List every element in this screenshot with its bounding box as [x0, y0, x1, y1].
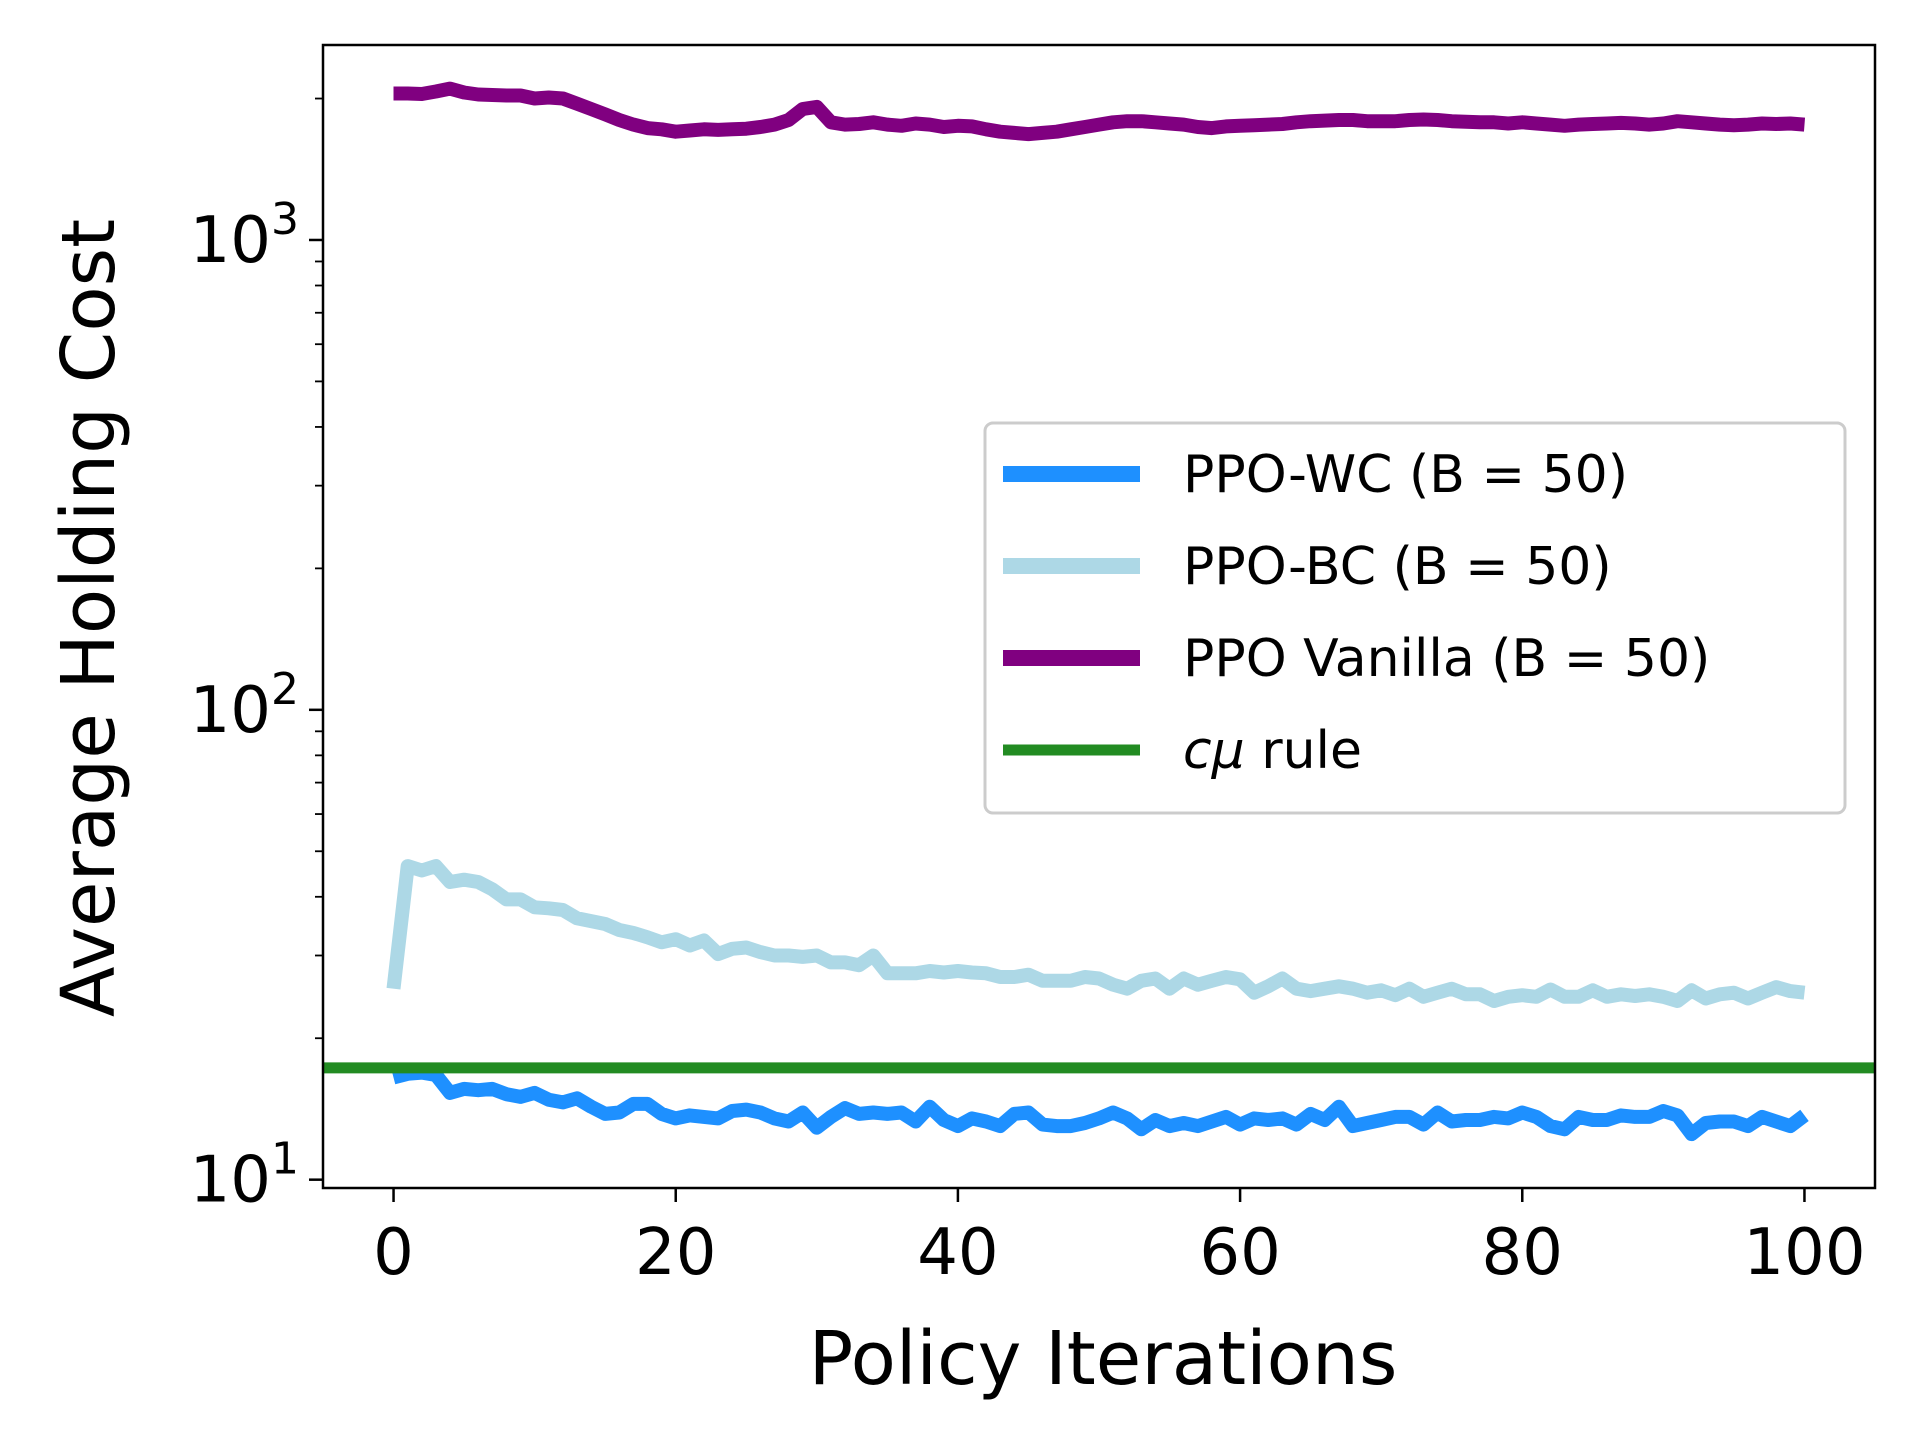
x-tick-label: 100 [1743, 1216, 1865, 1290]
legend-label: PPO Vanilla (B = 50) [1183, 629, 1710, 689]
legend: PPO-WC (B = 50) PPO-BC (B = 50) PPO Vanill… [983, 421, 1847, 815]
y-tick-label: 101 [190, 1134, 299, 1218]
x-tick-label: 80 [1482, 1216, 1563, 1290]
legend-label: PPO-BC (B = 50) [1183, 537, 1612, 597]
series-line-2 [393, 81, 1806, 142]
axis-ticks [309, 97, 1806, 1202]
tick-labels: 0 20 40 60 80 100 101 102 103 [190, 194, 1866, 1290]
x-axis-label: Policy Iterations [809, 1316, 1398, 1402]
x-tick-label: 60 [1199, 1216, 1280, 1290]
series-line-0 [391, 1065, 1809, 1142]
legend-label: cμ rule [1183, 721, 1362, 781]
x-tick-label: 0 [373, 1216, 414, 1290]
y-tick-label: 102 [190, 664, 299, 748]
x-tick-label: 20 [635, 1216, 716, 1290]
legend-label: PPO-WC (B = 50) [1183, 445, 1628, 505]
x-tick-label: 40 [917, 1216, 998, 1290]
plot-frame [321, 43, 1877, 1190]
legend-box [983, 421, 1847, 815]
series-lines [323, 81, 1875, 1142]
series-line-1 [386, 859, 1806, 1008]
y-axis-label: Average Holding Cost [46, 219, 132, 1017]
y-tick-label: 103 [190, 194, 299, 278]
